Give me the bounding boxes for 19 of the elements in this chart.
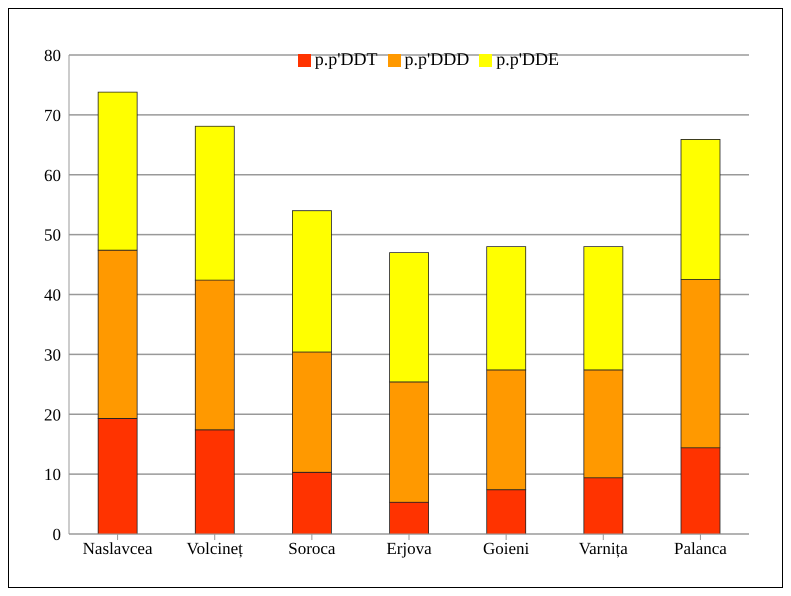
y-tick-label: 10 bbox=[44, 465, 61, 484]
y-tick-label: 0 bbox=[52, 525, 61, 544]
x-tick-label: Varnița bbox=[578, 539, 628, 558]
y-tick-label: 20 bbox=[44, 405, 61, 424]
x-tick-label: Goieni bbox=[483, 539, 530, 558]
y-tick-label: 70 bbox=[44, 106, 61, 125]
x-tick-label: Erjova bbox=[386, 539, 432, 558]
legend-label: p.p'DDE bbox=[496, 49, 559, 69]
y-tick-label: 40 bbox=[44, 286, 61, 305]
y-tick-label: 50 bbox=[44, 226, 61, 245]
legend-label: p.p'DDD bbox=[404, 49, 470, 69]
x-tick-label: Volcineț bbox=[186, 539, 244, 558]
legend-label: p.p'DDT bbox=[314, 49, 378, 69]
x-tick-label: Naslavcea bbox=[82, 539, 153, 558]
y-tick-label: 60 bbox=[44, 166, 61, 185]
x-tick-label: Palanca bbox=[674, 539, 728, 558]
x-tick-label: Soroca bbox=[288, 539, 336, 558]
y-tick-label: 80 bbox=[44, 46, 61, 66]
y-tick-label: 30 bbox=[44, 345, 61, 364]
